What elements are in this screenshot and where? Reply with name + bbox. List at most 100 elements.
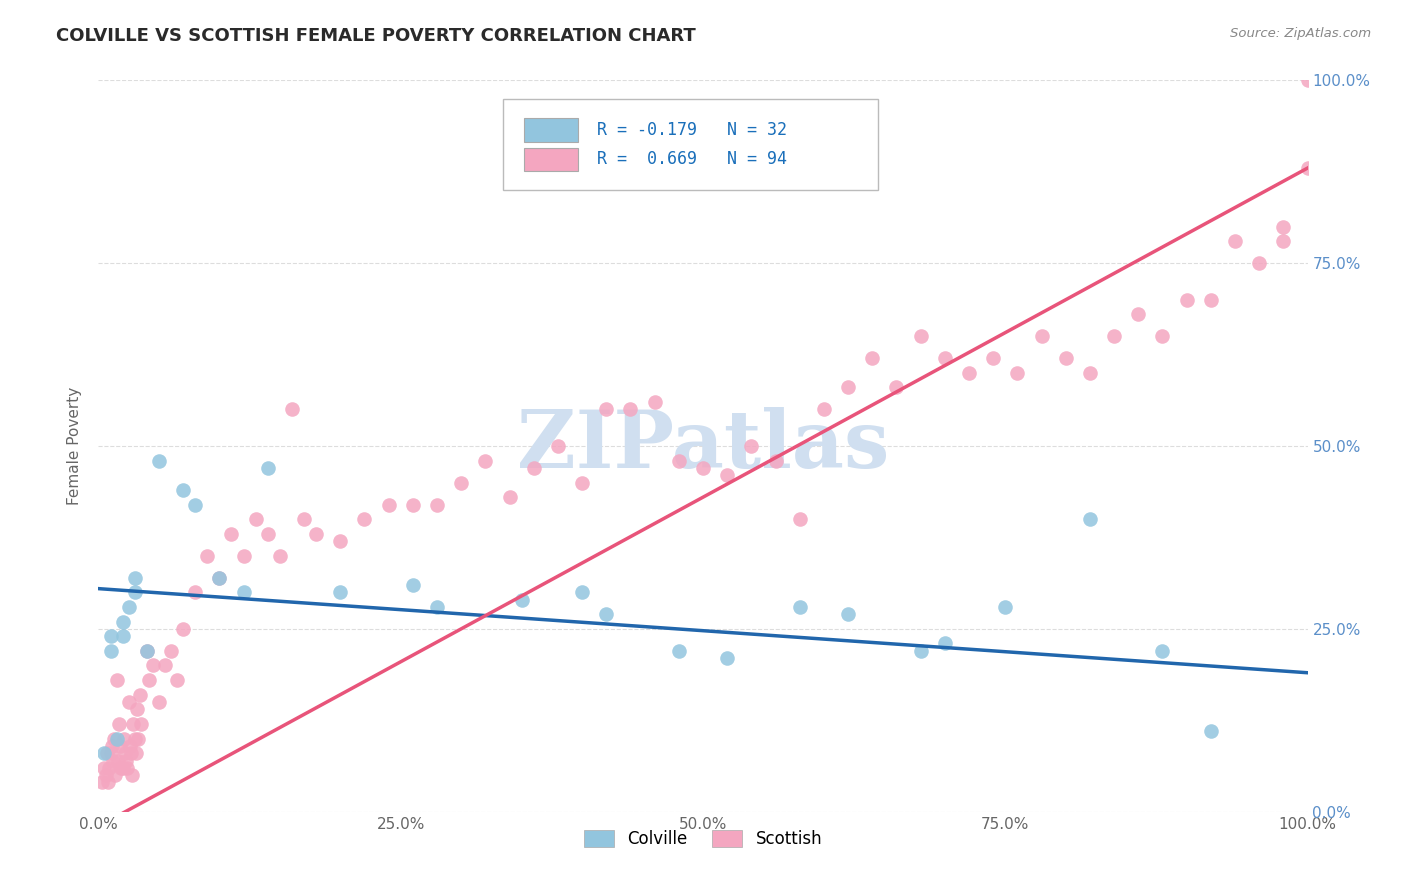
- Point: [148, 695, 170, 709]
- Point: [105, 673, 128, 687]
- Y-axis label: Female Poverty: Female Poverty: [67, 387, 83, 505]
- Point: [957, 366, 980, 380]
- Point: [716, 651, 738, 665]
- Point: [103, 731, 125, 746]
- Point: [329, 534, 352, 549]
- Point: [619, 402, 641, 417]
- Point: [668, 644, 690, 658]
- Point: [692, 461, 714, 475]
- Point: [148, 453, 170, 467]
- Point: [716, 468, 738, 483]
- Point: [281, 402, 304, 417]
- Point: [120, 746, 142, 760]
- Point: [124, 571, 146, 585]
- Point: [595, 402, 617, 417]
- Point: [1272, 234, 1295, 248]
- Point: [108, 717, 131, 731]
- Point: [1199, 724, 1222, 739]
- Point: [172, 622, 194, 636]
- Point: [1078, 512, 1101, 526]
- Point: [305, 526, 328, 541]
- Point: [1272, 219, 1295, 234]
- Point: [981, 351, 1004, 366]
- Point: [644, 395, 666, 409]
- Point: [595, 607, 617, 622]
- Point: [153, 658, 176, 673]
- Point: [256, 461, 278, 475]
- Point: [124, 585, 146, 599]
- Point: [571, 585, 593, 599]
- Point: [765, 453, 787, 467]
- Point: [789, 512, 811, 526]
- Point: [402, 578, 425, 592]
- Point: [108, 739, 131, 753]
- Point: [98, 761, 121, 775]
- Point: [208, 571, 231, 585]
- Point: [450, 475, 472, 490]
- Point: [112, 731, 135, 746]
- Point: [377, 498, 399, 512]
- Point: [184, 498, 207, 512]
- Point: [426, 498, 449, 512]
- Point: [910, 644, 932, 658]
- Point: [128, 688, 150, 702]
- Point: [118, 739, 141, 753]
- Point: [129, 717, 152, 731]
- Point: [142, 658, 165, 673]
- Point: [547, 439, 569, 453]
- FancyBboxPatch shape: [524, 147, 578, 171]
- Point: [329, 585, 352, 599]
- Point: [124, 731, 146, 746]
- Point: [94, 768, 117, 782]
- Point: [860, 351, 883, 366]
- Point: [110, 761, 132, 775]
- Text: COLVILLE VS SCOTTISH FEMALE POVERTY CORRELATION CHART: COLVILLE VS SCOTTISH FEMALE POVERTY CORR…: [56, 27, 696, 45]
- Point: [1007, 366, 1029, 380]
- Point: [104, 768, 127, 782]
- Point: [1152, 329, 1174, 343]
- Point: [1199, 293, 1222, 307]
- Point: [510, 592, 533, 607]
- Point: [118, 599, 141, 614]
- Point: [1031, 329, 1053, 343]
- Point: [111, 629, 134, 643]
- Point: [135, 644, 157, 658]
- Point: [1078, 366, 1101, 380]
- Point: [934, 636, 956, 650]
- Point: [135, 644, 157, 658]
- Point: [474, 453, 496, 467]
- Point: [208, 571, 231, 585]
- Point: [107, 754, 129, 768]
- Point: [402, 498, 425, 512]
- Point: [1223, 234, 1246, 248]
- Point: [127, 731, 149, 746]
- Point: [813, 402, 835, 417]
- Point: [166, 673, 188, 687]
- Point: [160, 644, 183, 658]
- FancyBboxPatch shape: [524, 119, 578, 142]
- Point: [100, 739, 122, 753]
- Point: [232, 585, 254, 599]
- Point: [292, 512, 315, 526]
- Point: [1054, 351, 1077, 366]
- Point: [256, 526, 278, 541]
- Point: [96, 746, 118, 760]
- Point: [111, 761, 134, 775]
- Point: [1249, 256, 1271, 270]
- Point: [232, 549, 254, 563]
- Point: [100, 746, 122, 760]
- Point: [172, 483, 194, 497]
- Text: R =  0.669   N = 94: R = 0.669 N = 94: [596, 150, 786, 169]
- Point: [105, 731, 128, 746]
- Point: [122, 717, 145, 731]
- Point: [91, 775, 114, 789]
- Point: [498, 490, 520, 504]
- Text: Source: ZipAtlas.com: Source: ZipAtlas.com: [1230, 27, 1371, 40]
- Point: [121, 768, 143, 782]
- Point: [111, 615, 134, 629]
- Point: [994, 599, 1017, 614]
- Point: [184, 585, 207, 599]
- Point: [1296, 161, 1319, 175]
- Point: [100, 644, 122, 658]
- Point: [118, 695, 141, 709]
